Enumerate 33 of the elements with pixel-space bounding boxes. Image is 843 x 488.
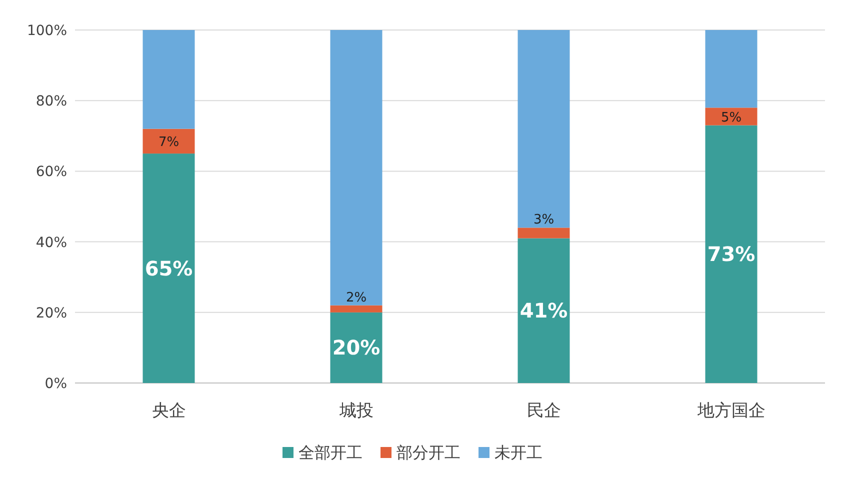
data-label: 2%	[346, 290, 367, 306]
y-tick-label: 40%	[36, 234, 67, 251]
bar	[705, 125, 758, 383]
bar	[330, 30, 382, 306]
bar	[705, 30, 758, 108]
y-tick-label: 20%	[36, 305, 67, 322]
bar	[518, 228, 570, 238]
legend-label: 未开工	[494, 443, 542, 462]
x-tick-label: 地方国企	[696, 401, 766, 421]
data-label: 3%	[533, 212, 554, 228]
data-label: 7%	[158, 135, 180, 150]
y-tick-label: 100%	[26, 23, 67, 39]
bar	[142, 30, 195, 129]
data-label: 20%	[332, 336, 380, 360]
data-label: 5%	[720, 110, 742, 126]
x-tick-label: 央企	[152, 401, 186, 421]
data-label: 65%	[144, 256, 193, 280]
x-tick-label: 城投	[338, 401, 374, 421]
bar	[518, 30, 570, 228]
y-tick-label: 80%	[36, 94, 67, 110]
y-tick-label: 60%	[36, 164, 67, 180]
bar	[330, 305, 382, 312]
legend-label: 全部开工	[298, 443, 362, 462]
bar	[142, 154, 195, 383]
bar	[705, 108, 758, 126]
bar	[518, 238, 570, 383]
bar	[142, 128, 195, 154]
y-tick-label: 0%	[44, 376, 67, 392]
bar	[330, 312, 382, 383]
data-label: 73%	[707, 242, 756, 266]
x-tick-label: 民企	[526, 401, 561, 421]
data-label: 41%	[520, 298, 568, 323]
legend-label: 部分开工	[396, 443, 460, 462]
